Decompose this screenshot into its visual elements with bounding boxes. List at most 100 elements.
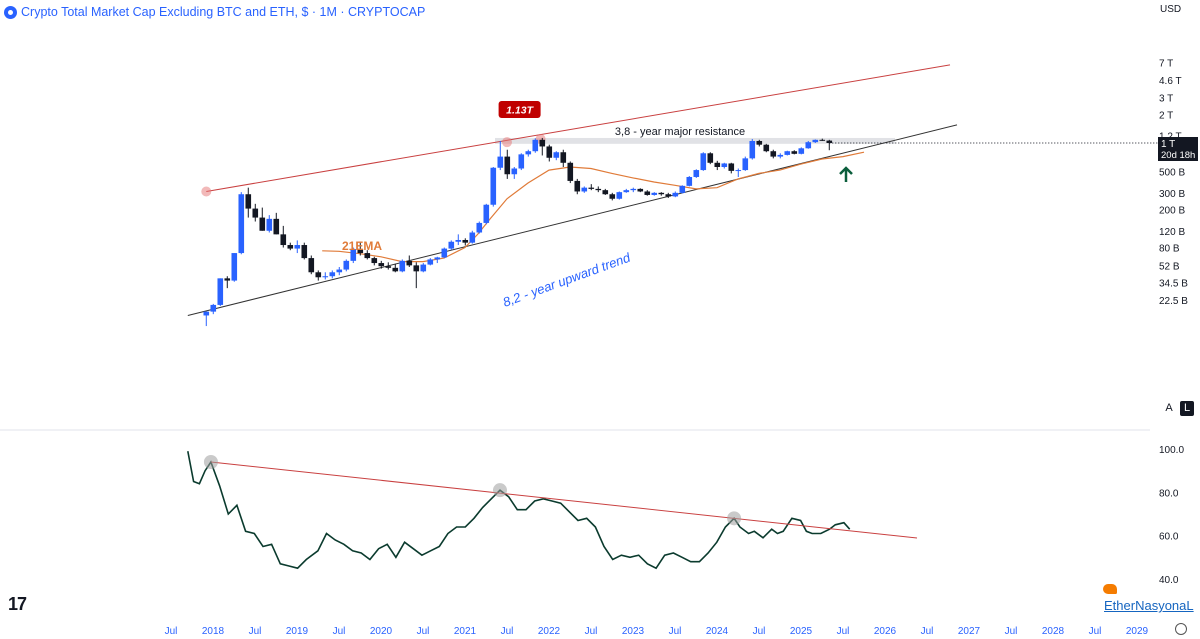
candle xyxy=(203,311,210,327)
price-axis-label: 500 B xyxy=(1159,168,1185,179)
candle xyxy=(448,240,455,250)
time-axis-label: Jul xyxy=(249,626,262,637)
upper-resistance-line xyxy=(206,64,951,192)
candle xyxy=(280,225,287,248)
candle-body xyxy=(784,151,791,155)
time-axis-label: Jul xyxy=(501,626,514,637)
candle xyxy=(658,192,665,196)
time-axis-label: 2024 xyxy=(706,626,729,637)
candle-body xyxy=(672,192,679,197)
candle xyxy=(826,139,833,151)
candle-body xyxy=(574,180,581,192)
candle xyxy=(630,187,637,193)
candle-body xyxy=(651,192,658,195)
candle xyxy=(406,255,413,267)
candle xyxy=(504,149,511,179)
candle-body xyxy=(217,278,224,305)
price-axis-label: 7 T xyxy=(1159,58,1173,69)
candle-body xyxy=(616,192,623,199)
price-axis-label: 80 B xyxy=(1159,244,1180,255)
auto-scale-button[interactable]: A xyxy=(1162,401,1176,416)
candle xyxy=(602,188,609,195)
time-axis-label: 2021 xyxy=(454,626,477,637)
time-axis-label: 2023 xyxy=(622,626,645,637)
candle-body xyxy=(546,146,553,158)
candle xyxy=(700,152,707,171)
candle xyxy=(287,242,294,251)
log-scale-button[interactable]: L xyxy=(1180,401,1194,416)
price-axis-label: 300 B xyxy=(1159,189,1185,200)
settings-icon[interactable] xyxy=(1175,623,1187,635)
price-axis-label: 1.2 T xyxy=(1159,131,1182,142)
candle-body xyxy=(539,139,546,147)
candle-body xyxy=(413,265,420,272)
price-axis-label: 4.6 T xyxy=(1159,76,1182,87)
candle xyxy=(686,176,693,187)
candle-body xyxy=(763,144,770,152)
candle-body xyxy=(511,168,518,175)
candle xyxy=(567,161,574,184)
candle-body xyxy=(399,260,406,272)
candle xyxy=(315,270,322,281)
candle xyxy=(637,188,644,193)
time-axis-label: 2029 xyxy=(1126,626,1149,637)
candle-body xyxy=(749,140,756,159)
price-axis-label: 22.5 B xyxy=(1159,296,1188,307)
candle xyxy=(644,190,651,196)
candle-body xyxy=(532,139,539,152)
price-axis-label: 120 B xyxy=(1159,227,1185,238)
time-axis-label: Jul xyxy=(333,626,346,637)
candle-body xyxy=(770,151,777,157)
candle xyxy=(651,192,658,196)
candle xyxy=(819,138,826,141)
candle-body xyxy=(427,259,434,265)
candle xyxy=(490,166,497,207)
candle xyxy=(693,169,700,178)
candle xyxy=(350,247,357,264)
candle-body xyxy=(350,249,357,261)
candle xyxy=(294,240,301,254)
candle xyxy=(721,162,728,169)
candle xyxy=(434,256,441,264)
candle xyxy=(238,192,245,255)
time-axis-label: Jul xyxy=(165,626,178,637)
candle-body xyxy=(721,163,728,167)
osc-axis-label: 80.0 xyxy=(1159,488,1179,499)
candle-body xyxy=(483,204,490,223)
candle-body xyxy=(826,140,833,143)
candle-body xyxy=(735,170,742,172)
time-axis-label: Jul xyxy=(921,626,934,637)
candle-body xyxy=(637,188,644,192)
candle-body xyxy=(658,192,665,195)
candle xyxy=(266,215,273,233)
peak-badge-label: 1.13T xyxy=(506,105,534,117)
candle xyxy=(259,207,266,231)
candle xyxy=(756,139,763,147)
candle xyxy=(525,149,532,157)
touch-point-marker xyxy=(201,186,212,197)
candle-body xyxy=(434,257,441,260)
candle xyxy=(763,143,770,153)
price-axis-label: 3 T xyxy=(1159,94,1173,105)
price-axis-label: 52 B xyxy=(1159,261,1180,272)
time-axis-label: 2027 xyxy=(958,626,981,637)
candle xyxy=(553,151,560,161)
candle-body xyxy=(707,153,714,163)
tradingview-logo[interactable]: 17 xyxy=(8,594,27,614)
candle xyxy=(511,166,518,179)
candle-body xyxy=(357,249,364,254)
twitter-bird-icon xyxy=(1103,584,1117,594)
last-price-label xyxy=(1158,137,1198,161)
candle-body xyxy=(245,194,252,209)
time-axis-label: Jul xyxy=(1005,626,1018,637)
candle-body xyxy=(742,158,749,171)
chart-header: Crypto Total Market Cap Excluding BTC an… xyxy=(4,3,425,21)
author-watermark: EtherNasyonaL xyxy=(1104,598,1194,613)
candle xyxy=(420,263,427,273)
candle xyxy=(791,150,798,155)
symbol-title[interactable]: Crypto Total Market Cap Excluding BTC an… xyxy=(21,5,426,19)
oscillator-line xyxy=(187,451,851,570)
osc-axis-label: 60.0 xyxy=(1159,532,1179,543)
currency-label[interactable]: USD xyxy=(1160,4,1182,15)
